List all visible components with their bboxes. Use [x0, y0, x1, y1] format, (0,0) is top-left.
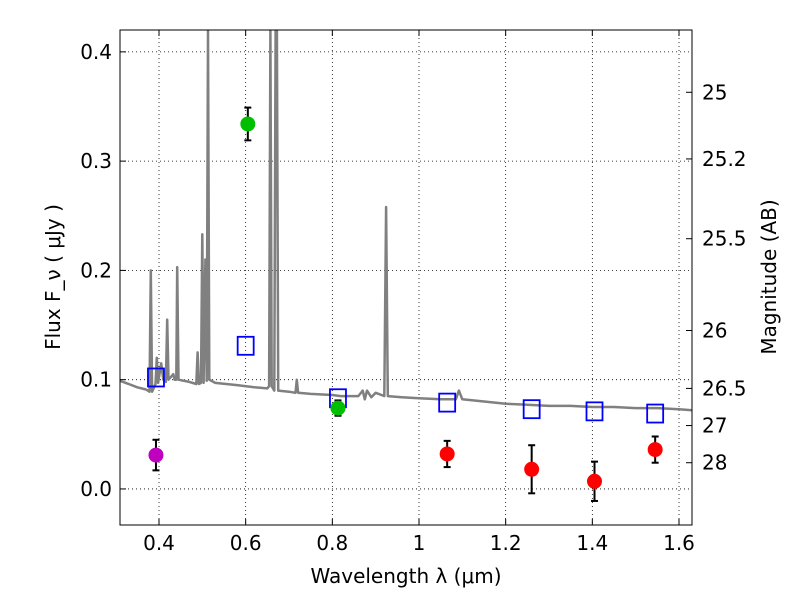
spectrum-layer	[120, 30, 692, 412]
observed-point	[240, 116, 256, 132]
x-axis-title: Wavelength λ (μm)	[310, 564, 501, 588]
right-tick-label: 26	[702, 318, 727, 342]
model-photometry-square	[522, 399, 541, 420]
grid-layer	[120, 30, 692, 525]
y-tick-label: 0.0	[80, 477, 112, 501]
y-tick-label: 0.1	[80, 368, 112, 392]
model-photometry-square	[438, 392, 457, 413]
observed-point	[439, 446, 455, 462]
plot-frame	[119, 29, 693, 526]
observed-point	[587, 473, 602, 489]
x-tick-label: 1	[413, 531, 426, 555]
observed-point	[148, 447, 164, 463]
observed-photometry-layer	[148, 106, 663, 502]
model-photometry-layer	[147, 335, 665, 424]
x-tick-label: 0.6	[230, 531, 262, 555]
model-photometry-square	[236, 335, 255, 356]
observed-point	[647, 442, 663, 458]
x-tick-label: 0.4	[143, 531, 175, 555]
y-tick-label: 0.2	[80, 258, 112, 282]
right-tick-label: 27	[702, 414, 727, 438]
right-axis-title: Magnitude (AB)	[757, 199, 781, 354]
right-tick-label: 25	[702, 80, 727, 104]
y-axis-title: Flux F_ν ( μJy )	[41, 204, 65, 350]
model-photometry-square	[147, 367, 165, 388]
observed-point	[330, 400, 346, 416]
model-photometry-square	[585, 401, 604, 422]
spectrum-line	[120, 30, 692, 412]
x-tick-label: 1.4	[576, 531, 608, 555]
right-tick-label: 26.5	[702, 376, 747, 400]
right-tick-label: 25.5	[702, 227, 747, 251]
right-tick-label: 28	[702, 451, 727, 475]
x-tick-label: 1.6	[663, 531, 695, 555]
tick-layer: 0.4 0.6 0.8 1 1.2 1.4 1.6 0.0 0.1 0.2 0.3 0.4 25 25.2…	[80, 30, 747, 555]
right-tick-label: 25.2	[702, 147, 747, 171]
observed-point	[524, 461, 540, 477]
y-tick-label: 0.3	[80, 149, 112, 173]
x-tick-label: 1.2	[490, 531, 522, 555]
x-tick-label: 0.8	[316, 531, 348, 555]
y-tick-label: 0.4	[80, 40, 112, 64]
model-photometry-square	[646, 403, 665, 424]
